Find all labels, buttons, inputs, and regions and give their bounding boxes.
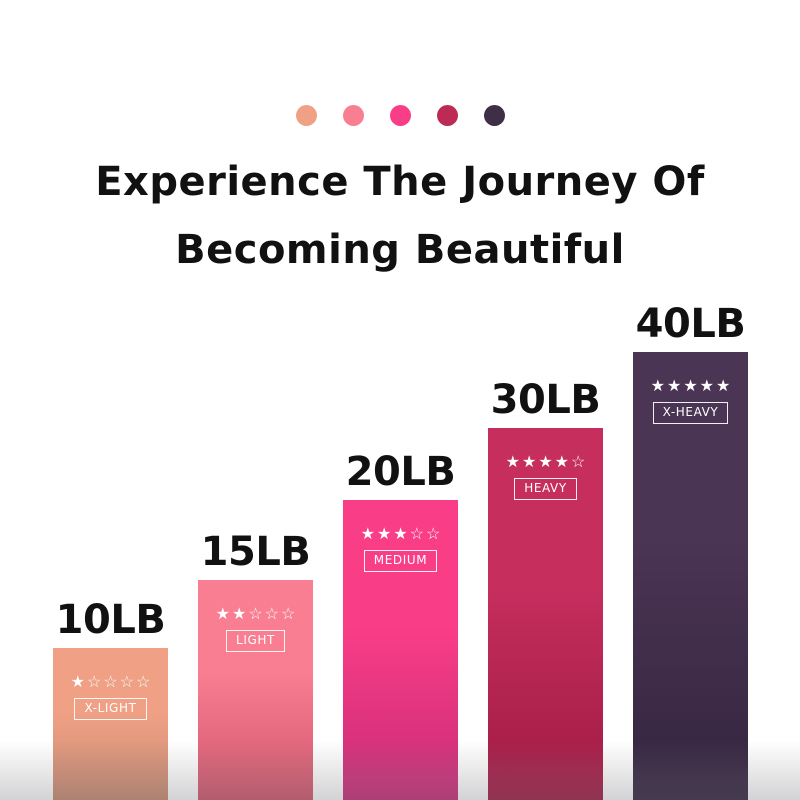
page-title: Experience The Journey Of Becoming Beaut… (0, 148, 800, 284)
bar-badge: ★ ★ ★ ★ ☆ HEAVY (488, 455, 603, 500)
dot-medium (389, 105, 411, 126)
star-filled-icon: ★ (70, 674, 85, 691)
tier-label: LIGHT (226, 630, 285, 652)
star-filled-icon: ★ (521, 454, 537, 471)
color-swatch-row (0, 105, 800, 126)
bar-weight-label: 20LB (345, 449, 456, 495)
star-rating: ★ ★ ★ ☆ ☆ (361, 527, 441, 543)
star-filled-icon: ★ (699, 378, 715, 395)
bar-light[interactable] (198, 580, 313, 800)
tier-label: X-LIGHT (74, 698, 147, 720)
star-empty-icon: ☆ (281, 606, 296, 623)
tier-label: X-HEAVY (652, 402, 729, 424)
bar-weight-label: 10LB (55, 597, 166, 643)
star-empty-icon: ☆ (409, 526, 425, 543)
dot-light (342, 105, 364, 126)
bar-weight-label: 30LB (490, 377, 601, 423)
bar-group-medium[interactable]: 20LB ★ ★ ★ ☆ ☆ MEDIUM (343, 440, 458, 800)
star-filled-icon: ★ (683, 378, 698, 395)
star-filled-icon: ★ (538, 454, 553, 471)
bar-group-x-light[interactable]: 10LB ★ ☆ ☆ ☆ ☆ X-LIGHT (53, 588, 168, 800)
star-filled-icon: ★ (376, 526, 392, 543)
star-filled-icon: ★ (393, 526, 408, 543)
bar-group-light[interactable]: 15LB ★ ★ ☆ ☆ ☆ LIGHT (198, 520, 313, 800)
bar-badge: ★ ★ ★ ★ ★ X-HEAVY (633, 379, 748, 424)
bar-heavy[interactable] (488, 428, 603, 800)
bar-group-heavy[interactable]: 30LB ★ ★ ★ ★ ☆ HEAVY (488, 368, 603, 800)
star-rating: ★ ★ ★ ★ ★ (651, 379, 731, 395)
bar-badge: ★ ☆ ☆ ☆ ☆ X-LIGHT (53, 675, 168, 720)
star-rating: ★ ★ ★ ★ ☆ (506, 455, 586, 471)
star-rating: ★ ★ ☆ ☆ ☆ (216, 607, 296, 623)
star-empty-icon: ☆ (103, 674, 118, 691)
star-filled-icon: ★ (716, 378, 731, 395)
star-empty-icon: ☆ (86, 674, 102, 691)
star-empty-icon: ☆ (119, 674, 135, 691)
star-empty-icon: ☆ (264, 606, 280, 623)
star-empty-icon: ☆ (571, 454, 586, 471)
star-empty-icon: ☆ (248, 606, 263, 623)
star-empty-icon: ☆ (426, 526, 441, 543)
bar-badge: ★ ★ ☆ ☆ ☆ LIGHT (198, 607, 313, 652)
star-filled-icon: ★ (554, 454, 570, 471)
dot-x-light (295, 105, 317, 126)
star-rating: ★ ☆ ☆ ☆ ☆ (71, 675, 151, 691)
bar-weight-label: 15LB (200, 529, 311, 575)
tier-label: MEDIUM (363, 550, 438, 572)
dot-heavy (436, 105, 458, 126)
star-empty-icon: ☆ (136, 674, 151, 691)
star-filled-icon: ★ (360, 526, 375, 543)
bar-group-x-heavy[interactable]: 40LB ★ ★ ★ ★ ★ X-HEAVY (633, 292, 748, 800)
dot-x-heavy (483, 105, 505, 126)
bar-x-heavy[interactable] (633, 352, 748, 800)
bar-x-light[interactable] (53, 648, 168, 800)
tier-label: HEAVY (514, 478, 577, 500)
star-filled-icon: ★ (215, 606, 230, 623)
star-filled-icon: ★ (650, 378, 665, 395)
star-filled-icon: ★ (505, 454, 520, 471)
page-title-line-2: Becoming Beautiful (175, 227, 625, 273)
page-title-line-1: Experience The Journey Of (95, 159, 705, 205)
bar-badge: ★ ★ ★ ☆ ☆ MEDIUM (343, 527, 458, 572)
bar-weight-label: 40LB (635, 301, 746, 347)
star-filled-icon: ★ (231, 606, 247, 623)
star-filled-icon: ★ (666, 378, 682, 395)
